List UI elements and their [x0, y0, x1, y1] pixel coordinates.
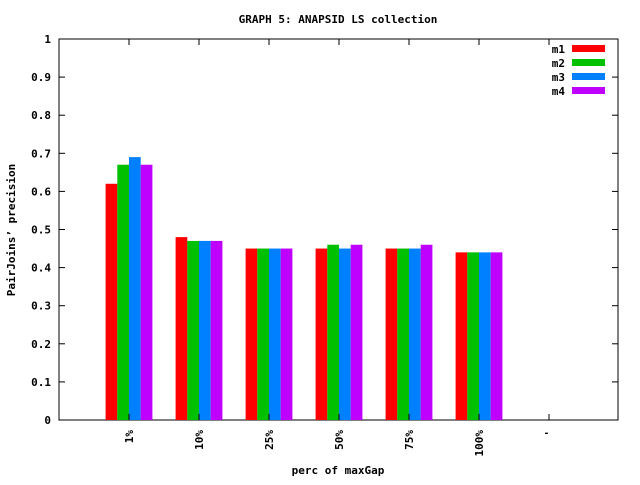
y-tick-label: 1 [44, 33, 51, 46]
x-tick-label: 100% [473, 430, 486, 457]
legend-swatch [572, 45, 605, 52]
bar-m3-3 [339, 248, 351, 420]
x-tick-label: 75% [403, 430, 416, 450]
bar-m2-2 [257, 248, 269, 420]
legend-swatch [572, 87, 605, 94]
y-tick-label: 0 [44, 414, 51, 427]
x-tick-label: 25% [263, 430, 276, 450]
y-tick-label: 0.6 [31, 185, 51, 198]
y-tick-label: 0.1 [31, 376, 51, 389]
y-axis-label: PairJoins’ precision [5, 164, 18, 296]
bar-m2-3 [327, 244, 339, 420]
bar-m2-1 [187, 240, 199, 420]
y-axis-ticks: 0 0.1 0.2 0.3 0.4 0.5 0.6 0.7 0.8 0.9 1 [31, 33, 618, 427]
y-tick-label: 0.5 [31, 224, 51, 237]
x-tick-label: 50% [333, 430, 346, 450]
y-tick-label: 0.3 [31, 300, 51, 313]
legend-label: m4 [552, 85, 566, 98]
bar-m4-4 [420, 244, 433, 420]
x-axis-label: perc of maxGap [292, 464, 385, 477]
y-tick-label: 0.7 [31, 147, 51, 160]
bar-m1-0 [105, 183, 118, 420]
legend-label: m3 [552, 71, 565, 84]
bars [105, 157, 503, 421]
bar-m1-5 [455, 252, 468, 420]
bar-m3-2 [269, 248, 281, 420]
bar-m4-2 [280, 248, 293, 420]
x-tick-label: 1% [123, 430, 136, 444]
bar-m4-5 [490, 252, 503, 420]
y-tick-label: 0.4 [31, 262, 51, 275]
bar-m4-0 [140, 164, 153, 420]
legend-swatch [572, 59, 605, 66]
bar-m4-3 [350, 244, 363, 420]
bar-m1-2 [245, 248, 258, 420]
x-tick-label: 10% [193, 430, 206, 450]
x-axis-ticks: 1% 10% 25% 50% 75% 100% ' [123, 39, 556, 457]
chart-title: GRAPH 5: ANAPSID LS collection [239, 13, 438, 26]
bar-m1-4 [385, 248, 398, 420]
y-tick-label: 0.2 [31, 338, 51, 351]
y-tick-label: 0.8 [31, 109, 51, 122]
bar-m4-1 [210, 240, 223, 420]
bar-m2-0 [117, 164, 129, 420]
legend-label: m2 [552, 57, 565, 70]
legend-swatch [572, 73, 605, 80]
bar-m2-5 [467, 252, 479, 420]
bar-m3-5 [479, 252, 491, 420]
bar-m1-1 [175, 237, 188, 420]
bar-m3-4 [409, 248, 421, 420]
bar-m3-0 [129, 157, 141, 421]
x-tick-label: ' [543, 430, 556, 437]
bar-m1-3 [315, 248, 328, 420]
y-tick-label: 0.9 [31, 71, 51, 84]
legend-label: m1 [552, 43, 566, 56]
bar-m3-1 [199, 240, 211, 420]
bar-m2-4 [397, 248, 409, 420]
